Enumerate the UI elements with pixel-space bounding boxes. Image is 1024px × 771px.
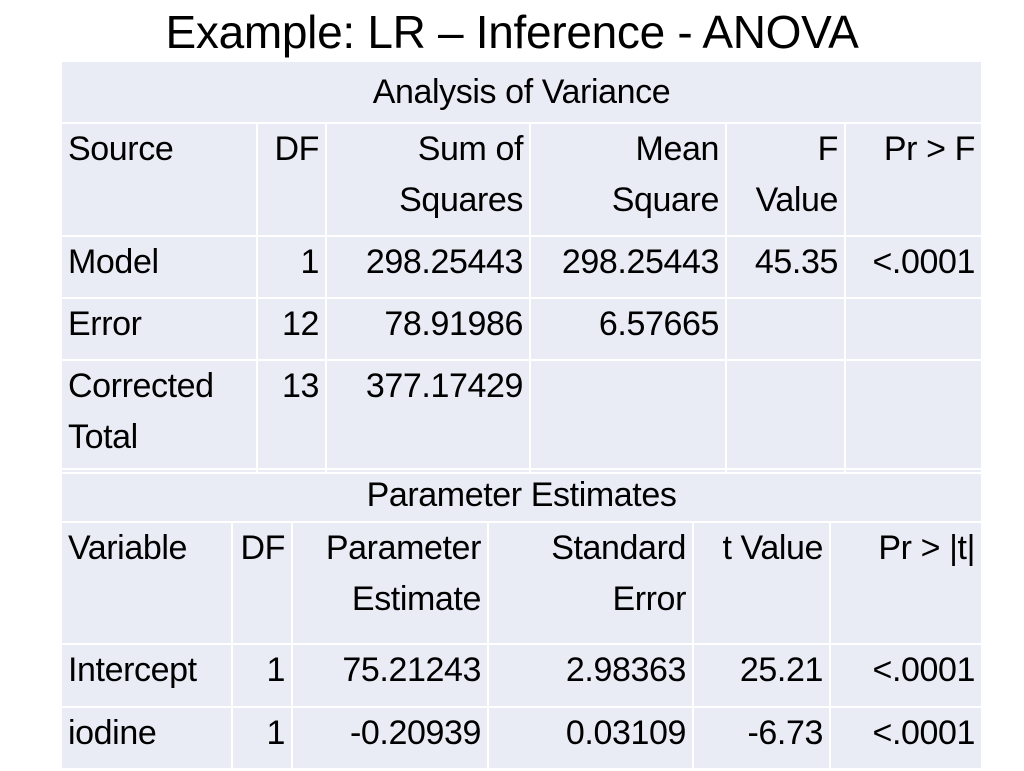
- params-cell: 1: [231, 643, 293, 708]
- anova-col-ss: Sum of Squares: [325, 122, 531, 237]
- params-col-p: Pr > |t|: [828, 521, 984, 645]
- params-cell: iodine: [60, 706, 233, 771]
- params-cell: 0.03109: [487, 706, 694, 771]
- params-cell: Intercept: [60, 643, 233, 708]
- params-col-variable: Variable: [60, 521, 233, 645]
- anova-cell: 78.91986: [325, 297, 531, 361]
- anova-cell: [844, 297, 983, 361]
- anova-col-p: Pr > F: [844, 122, 983, 237]
- table-row: iodine 1 -0.20939 0.03109 -6.73 <.0001: [60, 706, 984, 771]
- anova-heading: Analysis of Variance: [60, 60, 983, 124]
- parameter-estimates-table: Parameter Estimates Variable DF Paramete…: [59, 468, 984, 771]
- params-cell: -0.20939: [291, 706, 489, 771]
- anova-cell: [725, 359, 846, 474]
- params-col-t: t Value: [692, 521, 831, 645]
- anova-cell: 298.25443: [325, 235, 531, 299]
- table-row: Corrected Total 13 377.17429: [60, 359, 983, 474]
- anova-cell: 6.57665: [529, 297, 727, 361]
- params-cell: 1: [231, 706, 293, 771]
- params-cell: 75.21243: [291, 643, 489, 708]
- params-col-estimate: Parameter Estimate: [291, 521, 489, 645]
- anova-cell: Model: [60, 235, 258, 299]
- anova-col-f: F Value: [725, 122, 846, 237]
- params-cell: 2.98363: [487, 643, 694, 708]
- anova-cell: 13: [256, 359, 327, 474]
- params-cell: <.0001: [828, 643, 984, 708]
- params-heading: Parameter Estimates: [59, 468, 984, 523]
- params-cell: 25.21: [692, 643, 831, 708]
- table-row: Intercept 1 75.21243 2.98363 25.21 <.000…: [60, 643, 984, 708]
- params-cell: <.0001: [828, 706, 984, 771]
- anova-col-ms: Mean Square: [529, 122, 727, 237]
- anova-cell: 298.25443: [529, 235, 727, 299]
- anova-table: Analysis of Variance Source DF Sum of Sq…: [60, 60, 983, 474]
- params-col-stderr: Standard Error: [487, 521, 694, 645]
- anova-cell: [844, 359, 983, 474]
- anova-cell: 12: [256, 297, 327, 361]
- anova-cell: 1: [256, 235, 327, 299]
- params-cell: -6.73: [692, 706, 831, 771]
- slide-title: Example: LR – Inference - ANOVA: [165, 6, 859, 58]
- anova-col-source: Source: [60, 122, 258, 237]
- anova-cell: 45.35: [725, 235, 846, 299]
- table-row: Error 12 78.91986 6.57665: [60, 297, 983, 361]
- anova-cell: Error: [60, 297, 258, 361]
- anova-cell: 377.17429: [325, 359, 531, 474]
- anova-cell: [725, 297, 846, 361]
- table-row: Model 1 298.25443 298.25443 45.35 <.0001: [60, 235, 983, 299]
- anova-cell: [529, 359, 727, 474]
- anova-cell: <.0001: [844, 235, 983, 299]
- anova-cell: Corrected Total: [60, 359, 258, 474]
- params-col-df: DF: [231, 521, 293, 645]
- anova-col-df: DF: [256, 122, 327, 237]
